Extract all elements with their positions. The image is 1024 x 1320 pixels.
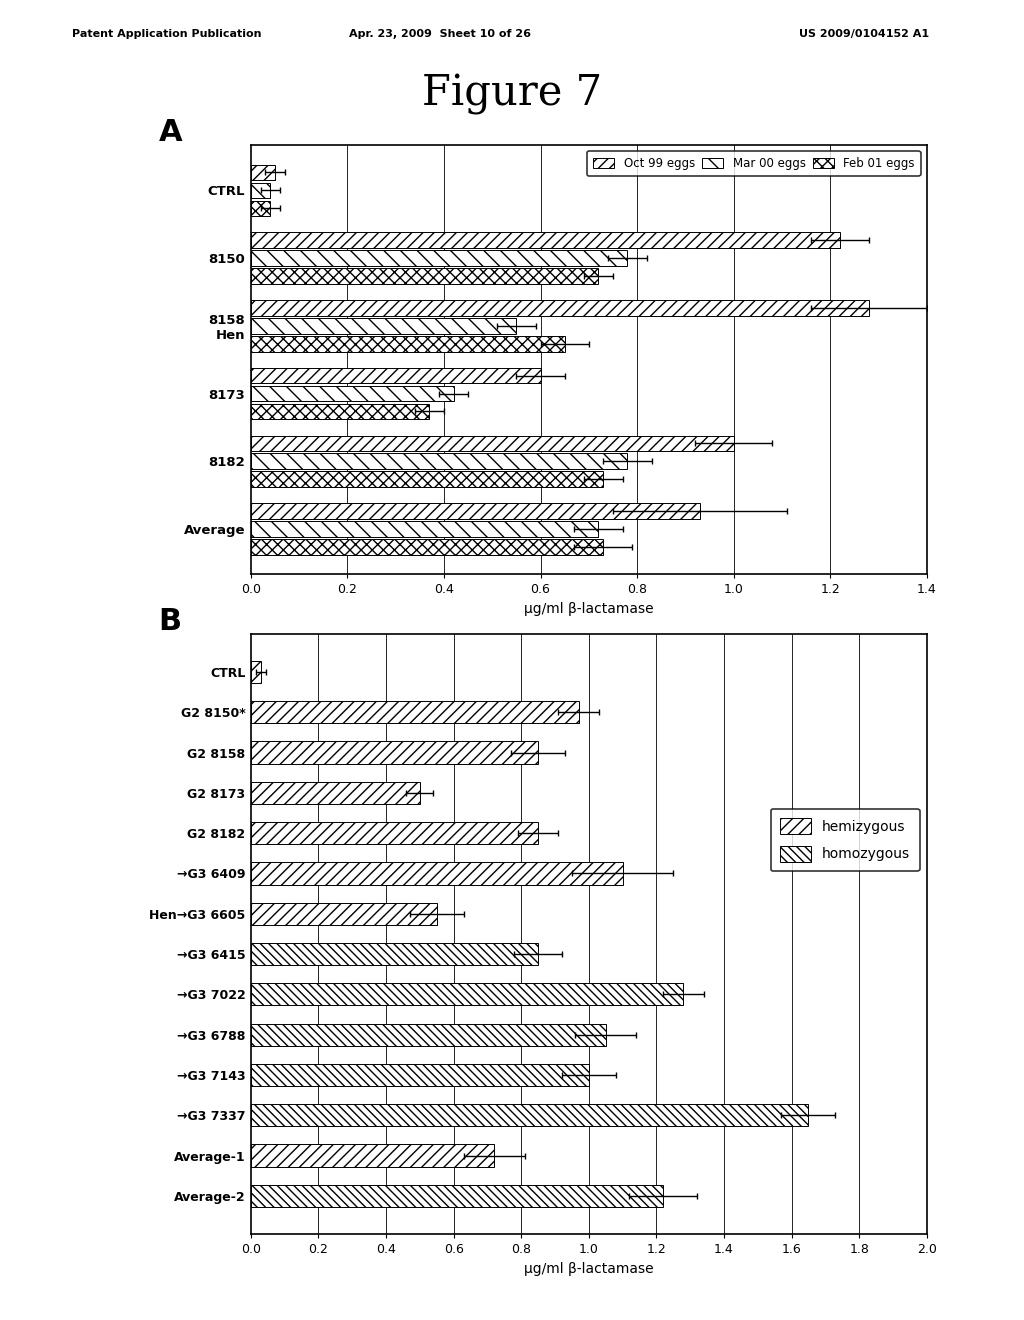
Bar [251, 165, 275, 181]
Bar [251, 539, 603, 554]
Bar [251, 232, 840, 248]
Bar [251, 454, 628, 469]
X-axis label: μg/ml β-lactamase: μg/ml β-lactamase [524, 1262, 653, 1276]
Bar [251, 1064, 589, 1086]
Legend: hemizygous, homozygous: hemizygous, homozygous [770, 809, 920, 871]
Bar [251, 503, 699, 519]
Bar [251, 1185, 664, 1206]
Bar [251, 201, 270, 216]
Legend: Oct 99 eggs, Mar 00 eggs, Feb 01 eggs: Oct 99 eggs, Mar 00 eggs, Feb 01 eggs [587, 150, 921, 176]
Bar [251, 182, 270, 198]
Bar [251, 251, 628, 265]
Bar [251, 1104, 809, 1126]
Bar [251, 385, 454, 401]
Bar [251, 903, 436, 925]
Bar [251, 781, 420, 804]
Bar [251, 1144, 495, 1167]
Bar [251, 268, 598, 284]
Text: B: B [159, 607, 182, 636]
Bar [251, 436, 733, 451]
Text: Patent Application Publication: Patent Application Publication [72, 29, 261, 40]
Bar [251, 300, 868, 315]
Bar [251, 337, 564, 351]
Bar [251, 701, 579, 723]
Bar [251, 318, 516, 334]
Text: Apr. 23, 2009  Sheet 10 of 26: Apr. 23, 2009 Sheet 10 of 26 [349, 29, 531, 40]
Bar [251, 404, 429, 420]
Bar [251, 983, 683, 1006]
Text: Figure 7: Figure 7 [422, 73, 602, 115]
Bar [251, 742, 539, 764]
Bar [251, 368, 541, 383]
Bar [251, 521, 598, 537]
Bar [251, 471, 603, 487]
Text: A: A [159, 119, 182, 148]
Bar [251, 822, 539, 845]
Bar [251, 862, 623, 884]
Bar [251, 942, 539, 965]
X-axis label: μg/ml β-lactamase: μg/ml β-lactamase [524, 602, 653, 616]
Text: US 2009/0104152 A1: US 2009/0104152 A1 [799, 29, 929, 40]
Bar [251, 1023, 606, 1045]
Bar [251, 661, 261, 682]
